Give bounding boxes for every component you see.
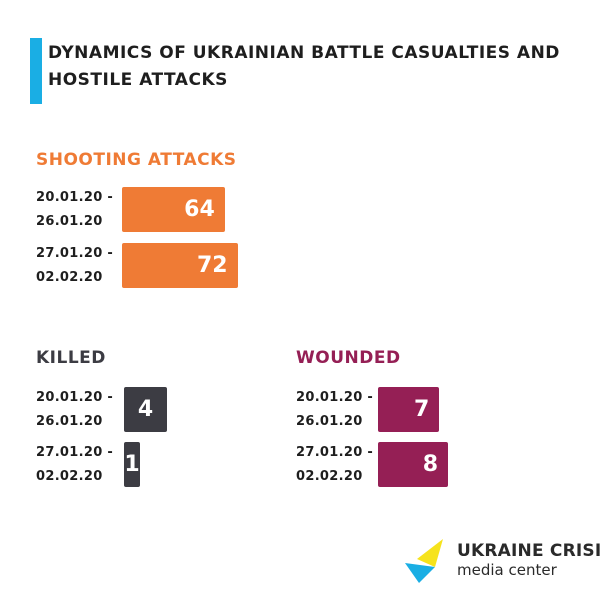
logo-text-line2: media center: [457, 561, 557, 579]
killed-period-label-line: 26.01.20: [36, 414, 103, 429]
logo-blue-shape: [405, 563, 435, 583]
shooting-attacks-bar-value: 72: [197, 253, 228, 278]
logo-text-line1: UKRAINE CRISIS: [457, 541, 600, 561]
shooting-attacks-bar: 64: [122, 187, 225, 232]
wounded-bar-value: 7: [413, 397, 430, 422]
wounded-period-label: 20.01.20 - 26.01.20: [296, 386, 373, 434]
killed-period-label: 27.01.20 - 02.02.20: [36, 441, 113, 489]
killed-period-label: 20.01.20 - 26.01.20: [36, 386, 113, 434]
wounded-bar: 7: [378, 387, 440, 432]
shooting-attacks-bar-value: 64: [184, 197, 215, 222]
title-accent-bar: [30, 38, 42, 104]
killed-bar: 1: [124, 442, 140, 487]
killed-bar-value: 4: [137, 397, 154, 422]
killed-period-label-line: 20.01.20 -: [36, 390, 114, 405]
shooting-attacks-period-label: 27.01.20 - 02.02.20: [36, 242, 113, 290]
wounded-bar-value: 8: [422, 452, 438, 477]
killed-period-label-line: 02.02.20: [36, 469, 103, 484]
wounded-period-label: 27.01.20 - 02.02.20: [296, 441, 373, 489]
shooting-attacks-bar: 72: [122, 243, 238, 288]
shooting-attacks-period-label-line: 26.01.20: [36, 214, 103, 229]
ukraine-crisis-logo-icon: [405, 539, 443, 583]
shooting-attacks-title: SHOOTING ATTACKS: [36, 150, 237, 170]
killed-title: KILLED: [36, 348, 106, 368]
shooting-attacks-period-label: 20.01.20 - 26.01.20: [36, 186, 113, 234]
killed-period-label-line: 27.01.20 -: [36, 445, 114, 460]
killed-bar: 4: [124, 387, 167, 432]
wounded-bar: 8: [378, 442, 448, 487]
shooting-attacks-period-label-line: 20.01.20 -: [36, 190, 114, 205]
killed-bar-value: 1: [124, 452, 140, 477]
logo-yellow-shape: [417, 539, 443, 567]
page-title: DYNAMICS OF UKRAINIAN BATTLE CASUALTIES …: [48, 43, 560, 90]
ukraine-crisis-logo: UKRAINE CRISIS media center: [405, 537, 600, 585]
wounded-period-label-line: 26.01.20: [296, 414, 363, 429]
wounded-period-label-line: 02.02.20: [296, 469, 363, 484]
wounded-period-label-line: 20.01.20 -: [296, 390, 374, 405]
shooting-attacks-period-label-line: 02.02.20: [36, 270, 103, 285]
wounded-period-label-line: 27.01.20 -: [296, 445, 374, 460]
wounded-title: WOUNDED: [296, 348, 401, 368]
shooting-attacks-period-label-line: 27.01.20 -: [36, 246, 114, 261]
